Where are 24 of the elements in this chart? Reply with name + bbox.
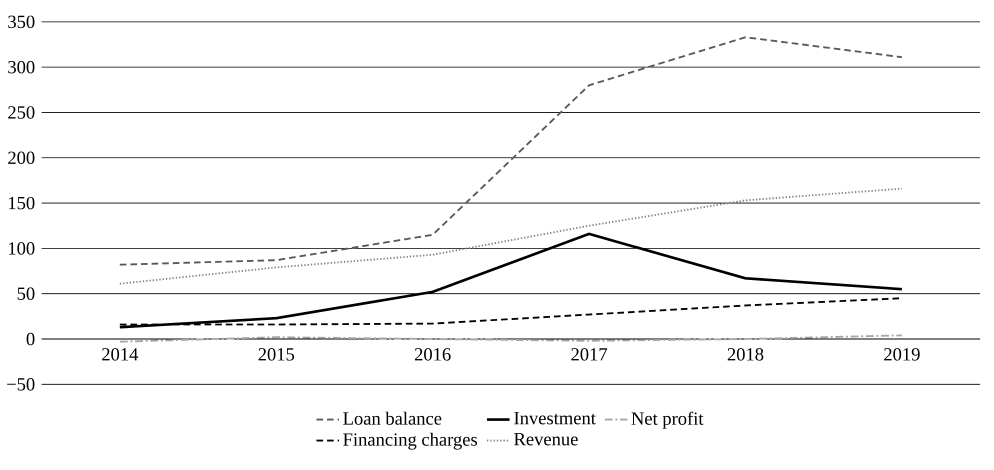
x-tick-label: 2019 <box>884 348 920 361</box>
legend-label: Financing charges <box>343 432 478 450</box>
legend-label: Net profit <box>631 412 704 429</box>
y-tick-label: 200 <box>8 152 34 164</box>
y-tick-label: −50 <box>7 378 34 391</box>
y-tick-label: 100 <box>9 242 34 255</box>
x-tick-label: 2018 <box>728 348 764 361</box>
y-tick-label: 300 <box>8 61 34 74</box>
y-tick-label: 50 <box>18 288 34 300</box>
legend-label: Investment <box>514 412 596 425</box>
y-tick-label: 150 <box>9 196 34 210</box>
line-series <box>118 334 903 343</box>
line-series <box>118 36 903 266</box>
x-tick-label: 2017 <box>571 348 608 361</box>
y-tick-label: 350 <box>8 16 34 28</box>
legend-label: Loan balance <box>343 412 442 425</box>
y-tick-label: 0 <box>26 332 34 346</box>
x-tick-label: 2014 <box>102 348 138 361</box>
legend-label: Revenue <box>514 433 578 446</box>
x-tick-label: 2015 <box>258 348 294 361</box>
line-series <box>118 232 904 329</box>
y-tick-label: 250 <box>8 106 34 119</box>
x-tick-label: 2016 <box>414 348 451 361</box>
line-series <box>118 188 903 285</box>
